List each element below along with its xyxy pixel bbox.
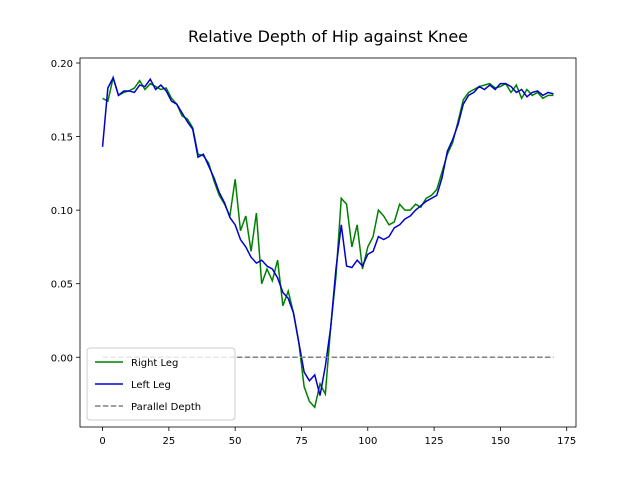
x-tick-label: 75 [295,436,308,447]
legend-label: Parallel Depth [131,402,201,413]
x-tick-label: 0 [99,436,105,447]
y-tick-label: 0.20 [51,59,73,70]
x-tick-label: 125 [425,436,444,447]
y-tick-label: 0.05 [51,280,73,291]
chart-title: Relative Depth of Hip against Knee [188,27,468,46]
legend-label: Right Leg [131,358,178,369]
y-tick-label: 0.10 [51,206,73,217]
x-tick-label: 175 [557,436,576,447]
y-tick-label: 0.15 [51,133,73,144]
series-line [101,75,554,396]
plot-frame [79,57,577,428]
y-tick-label: 0.00 [51,353,73,364]
x-tick-label: 150 [491,436,510,447]
legend-box [86,347,236,421]
x-tick-label: 100 [358,436,377,447]
x-tick-label: 25 [162,436,175,447]
x-tick-label: 50 [229,436,242,447]
legend-label: Left Leg [131,380,171,391]
